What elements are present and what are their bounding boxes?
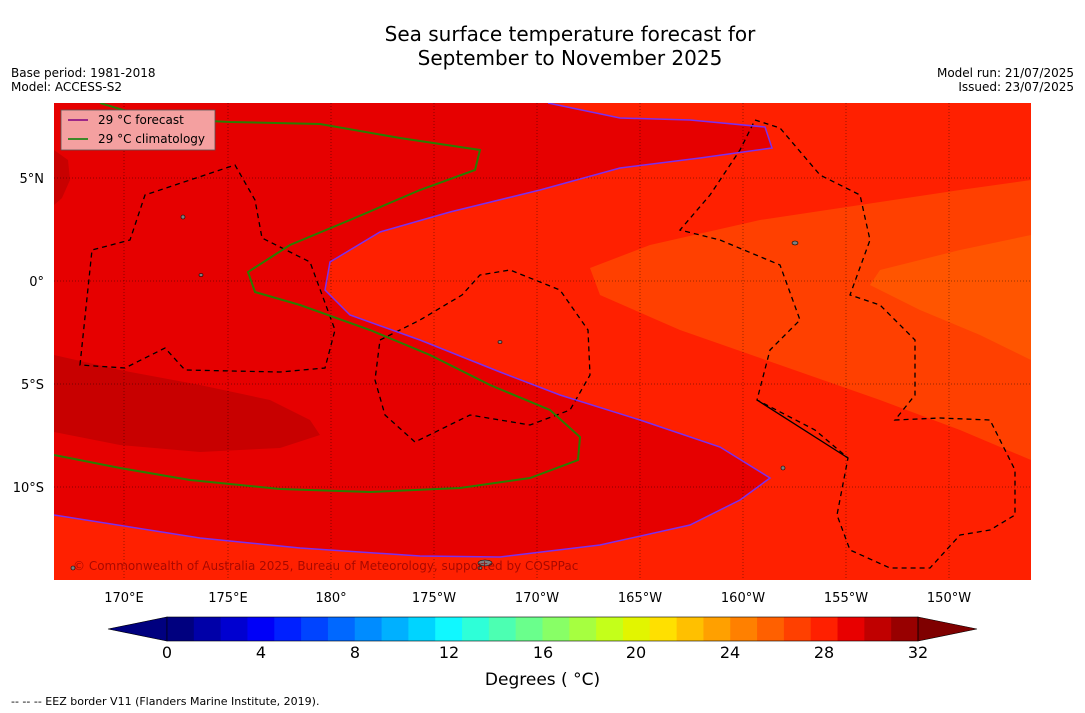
colorbar-label: Degrees ( °C) — [484, 670, 601, 690]
title-line-2: September to November 2025 — [417, 46, 723, 70]
colorbar-cell — [783, 617, 812, 641]
colorbar-outline — [166, 616, 919, 642]
model-name: Model: ACCESS-S2 — [11, 80, 123, 94]
model-run: Model run: 21/07/2025 — [936, 66, 1074, 80]
colorbar-cell — [569, 617, 597, 641]
x-tick-label: 180° — [315, 591, 346, 606]
colorbar-over-triangle — [917, 616, 978, 642]
colorbar-cell — [193, 617, 222, 641]
colorbar: 0 4 8 12 16 20 24 28 32 — [107, 616, 978, 662]
sst-band-30-north — [54, 150, 70, 205]
climatology-29c-contour — [54, 103, 582, 494]
x-tick-label: 165°W — [618, 591, 662, 606]
sst-band-26 — [870, 235, 1031, 360]
colorbar-ticks: 0 4 8 12 16 20 24 28 32 — [162, 643, 928, 662]
colorbar-cell — [301, 617, 329, 641]
contour-legend: 29 °C forecast 29 °C climatology — [60, 109, 216, 151]
y-tick-label: 10°S — [13, 481, 44, 496]
colorbar-cell — [462, 617, 490, 641]
colorbar-cell — [515, 617, 544, 641]
colorbar-tick-label: 0 — [162, 643, 172, 662]
y-tick-label: 5°N — [20, 172, 45, 187]
colorbar-cell — [435, 617, 463, 641]
meta-left: Base period: 1981-2018 Model: ACCESS-S2 — [11, 66, 156, 94]
x-tick-label: 150°W — [927, 591, 971, 606]
eez-solid-segment — [756, 399, 849, 459]
colorbar-cell — [274, 617, 302, 641]
colorbar-under-triangle — [107, 616, 168, 642]
base-period: Base period: 1981-2018 — [11, 66, 156, 80]
colorbar-tick-label: 4 — [256, 643, 266, 662]
colorbar-tick-label: 20 — [626, 643, 646, 662]
colorbar-cell — [864, 617, 892, 641]
x-tick-label: 170°W — [515, 591, 559, 606]
y-tick-label: 5°S — [21, 378, 44, 393]
colorbar-cell — [220, 617, 249, 641]
title-line-1: Sea surface temperature forecast for — [384, 22, 756, 46]
colorbar-cell — [408, 617, 436, 641]
forecast-29c-contour — [54, 103, 773, 558]
colorbar-cell — [810, 617, 839, 641]
legend-forecast-label: 29 °C forecast — [98, 113, 184, 127]
colorbar-cell — [649, 617, 678, 641]
colorbar-cell — [757, 617, 785, 641]
x-tick-label: 155°W — [824, 591, 868, 606]
colorbar-tick-label: 32 — [908, 643, 928, 662]
x-tick-label: 170°E — [104, 591, 144, 606]
colorbar-tick-label: 28 — [814, 643, 834, 662]
colorbar-tick-label: 24 — [720, 643, 740, 662]
legend-box — [60, 109, 216, 151]
y-axis-labels: 5°N 0° 5°S 10°S — [13, 172, 44, 496]
colorbar-cell — [327, 617, 356, 641]
x-tick-label: 175°W — [412, 591, 456, 606]
x-tick-label: 160°W — [721, 591, 765, 606]
colorbar-cell — [247, 617, 275, 641]
colorbar-tick-label: 12 — [439, 643, 459, 662]
eez-footnote: -- -- -- EEZ border V11 (Flanders Marine… — [11, 695, 320, 708]
legend-climatology-label: 29 °C climatology — [98, 132, 205, 146]
colorbar-cell — [488, 617, 517, 641]
colorbar-cell — [730, 617, 758, 641]
y-tick-label: 0° — [29, 275, 44, 290]
colorbar-cells — [167, 617, 919, 641]
colorbar-tick-label: 16 — [533, 643, 553, 662]
issued-date: Issued: 23/07/2025 — [958, 80, 1074, 94]
colorbar-cell — [837, 617, 865, 641]
colorbar-cell — [703, 617, 731, 641]
colorbar-cell — [622, 617, 651, 641]
colorbar-cell — [542, 617, 570, 641]
islands — [70, 214, 799, 571]
eez-borders — [79, 119, 1016, 569]
colorbar-cell — [891, 617, 919, 641]
sst-map: © Commonwealth of Australia 2025, Bureau… — [54, 103, 1031, 580]
colorbar-cell — [676, 617, 705, 641]
copyright-text: © Commonwealth of Australia 2025, Bureau… — [73, 559, 578, 573]
colorbar-tick-label: 8 — [350, 643, 360, 662]
chart-title: Sea surface temperature forecast for Sep… — [0, 22, 1085, 70]
colorbar-cell — [381, 617, 409, 641]
colorbar-cell — [167, 617, 195, 641]
meta-right: Model run: 21/07/2025 Issued: 23/07/2025 — [937, 66, 1074, 94]
sst-band-27 — [590, 180, 1031, 460]
colorbar-cell — [354, 617, 383, 641]
colorbar-cell — [596, 617, 624, 641]
sst-band-30 — [54, 355, 320, 452]
graticule — [54, 103, 1031, 580]
x-axis-labels: 170°E 175°E 180° 175°W 170°W 165°W 160°W… — [104, 591, 971, 606]
x-tick-label: 175°E — [208, 591, 248, 606]
